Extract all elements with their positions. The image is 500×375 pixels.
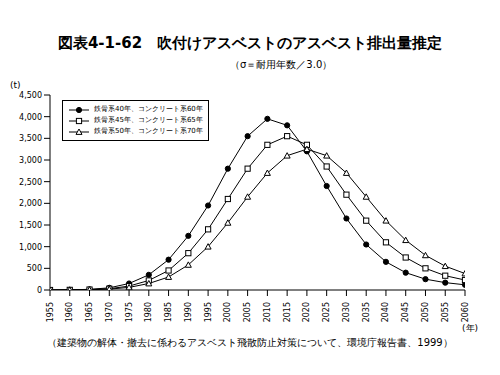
svg-text:2010: 2010 (263, 302, 272, 322)
svg-text:2035: 2035 (362, 302, 371, 322)
svg-text:2000: 2000 (223, 302, 232, 322)
svg-text:2040: 2040 (381, 302, 390, 322)
svg-text:1,000: 1,000 (19, 243, 42, 252)
html-text:(年): (年) (462, 323, 478, 333)
html-text:鉄骨系50年、コンクリート系70年: 鉄骨系50年、コンクリート系70年 (94, 127, 203, 135)
svg-text:2060: 2060 (461, 302, 470, 322)
svg-text:2055: 2055 (441, 302, 450, 322)
svg-text:1985: 1985 (164, 302, 173, 322)
svg-text:2005: 2005 (243, 302, 252, 322)
svg-text:0: 0 (37, 286, 42, 295)
svg-text:3,500: 3,500 (19, 134, 42, 143)
svg-text:2,000: 2,000 (19, 199, 42, 208)
svg-text:4,500: 4,500 (19, 91, 42, 100)
svg-text:500: 500 (27, 264, 42, 273)
svg-text:2025: 2025 (322, 302, 331, 322)
html-text:図表4-1-62 吹付けアスベストのアスベスト排出量推定: 図表4-1-62 吹付けアスベストのアスベスト排出量推定 (57, 34, 443, 52)
html-text:鉄骨系40年、コンクリート系60年: 鉄骨系40年、コンクリート系60年 (94, 105, 203, 113)
html-text:(t): (t) (10, 80, 21, 90)
svg-text:1970: 1970 (105, 302, 114, 322)
svg-text:3,000: 3,000 (19, 156, 42, 165)
svg-text:2045: 2045 (401, 302, 410, 322)
svg-text:1,500: 1,500 (19, 221, 42, 230)
svg-text:1990: 1990 (184, 302, 193, 322)
html-text:（σ＝耐用年数／3.0）: （σ＝耐用年数／3.0） (230, 59, 333, 70)
svg-text:1955: 1955 (46, 302, 55, 322)
html-text:鉄骨系45年、コンクリート系65年: 鉄骨系45年、コンクリート系65年 (94, 116, 203, 124)
svg-text:1960: 1960 (65, 302, 74, 322)
svg-text:2015: 2015 (283, 302, 292, 322)
svg-text:2030: 2030 (342, 302, 351, 322)
svg-text:2,500: 2,500 (19, 178, 42, 187)
svg-text:4,000: 4,000 (19, 113, 42, 122)
svg-text:2020: 2020 (302, 302, 311, 322)
svg-text:2050: 2050 (421, 302, 430, 322)
svg-text:1975: 1975 (125, 302, 134, 322)
svg-text:1965: 1965 (85, 302, 94, 322)
html-text:（建築物の解体・撤去に係わるアスベスト飛散防止対策について、: （建築物の解体・撤去に係わるアスベスト飛散防止対策について、環境庁報告書、199… (47, 337, 453, 348)
svg-text:1995: 1995 (204, 302, 213, 322)
svg-text:1980: 1980 (144, 302, 153, 322)
